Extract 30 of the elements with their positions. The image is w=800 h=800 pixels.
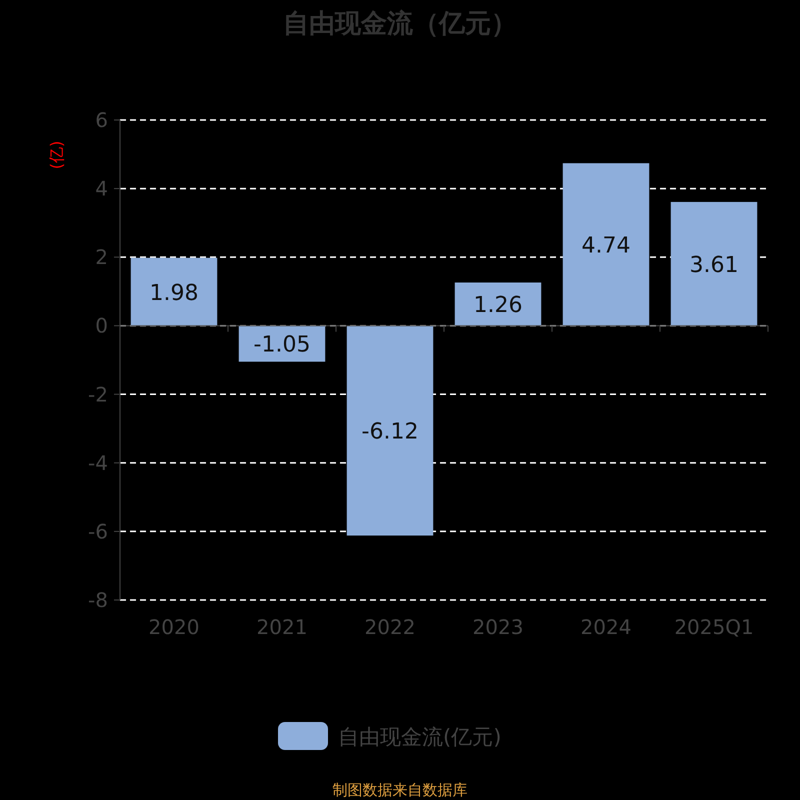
y-axis-title: (亿) bbox=[47, 140, 66, 170]
y-tick-label: -4 bbox=[88, 450, 108, 475]
legend-label: 自由现金流(亿元) bbox=[338, 725, 502, 749]
x-tick-label: 2024 bbox=[580, 615, 632, 639]
y-tick-label: 4 bbox=[95, 176, 108, 201]
自由现金流(亿元): 1.98 -1.05 -6.12 1.26 4.74 3.61 bbox=[130, 163, 758, 536]
text: 制图数据来自数据库 bbox=[332, 781, 468, 799]
data-label: 1.26 bbox=[474, 293, 522, 318]
x-tick-label: 2021 bbox=[256, 615, 308, 639]
y-tick-label: -6 bbox=[88, 519, 108, 544]
legend: 自由现金流(亿元) bbox=[278, 722, 502, 750]
bar bbox=[346, 326, 434, 536]
data-label: 4.74 bbox=[582, 233, 630, 258]
bar bbox=[130, 258, 218, 326]
y-tick-label: -2 bbox=[88, 382, 108, 406]
x-tick-label: 2023 bbox=[472, 615, 524, 639]
data-label: -1.05 bbox=[254, 332, 310, 358]
data-label: 3.61 bbox=[690, 252, 738, 278]
y-tick-label: 6 bbox=[95, 108, 108, 132]
x-tick-label: 2020 bbox=[148, 615, 200, 639]
bar bbox=[454, 282, 542, 326]
bar bbox=[670, 202, 758, 326]
x-tick-label: 2025Q1 bbox=[674, 615, 754, 639]
data-label: -6.12 bbox=[362, 420, 418, 445]
y-tick-label: 2 bbox=[95, 245, 108, 270]
y-tick-label: 0 bbox=[95, 314, 108, 338]
x-tick-label: 2022 bbox=[364, 615, 416, 639]
y-tick-label: -8 bbox=[88, 588, 108, 612]
bar bbox=[562, 163, 650, 326]
data-label: 1.98 bbox=[150, 280, 198, 306]
